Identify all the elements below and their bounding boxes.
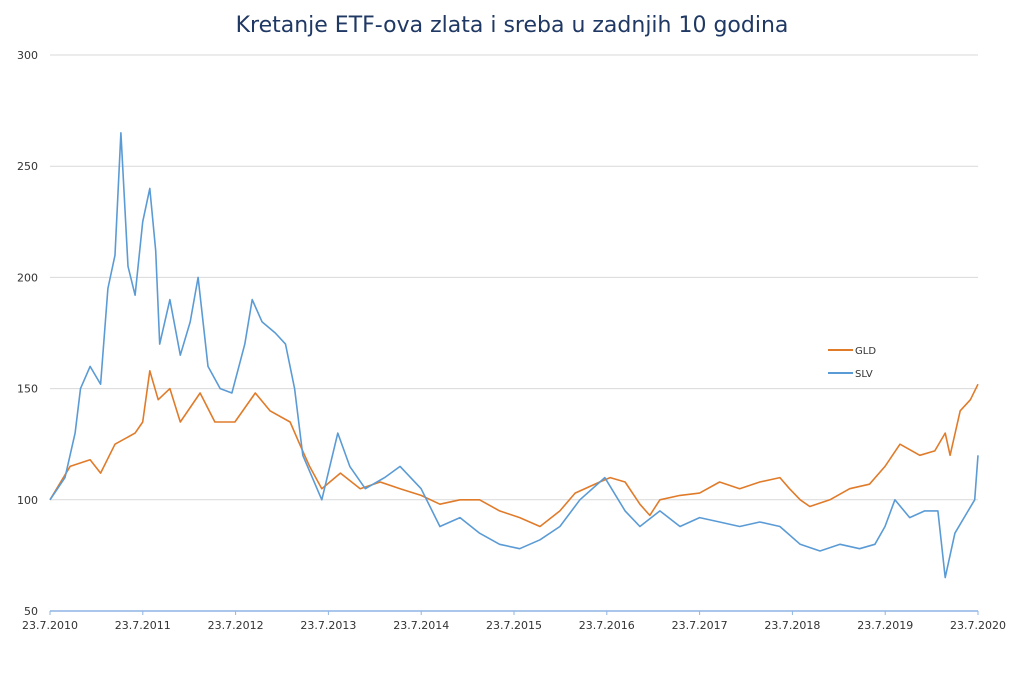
chart-title: Kretanje ETF-ova zlata i sreba u zadnjih… — [236, 13, 789, 38]
series-lines — [49, 132, 979, 579]
y-tick-label: 300 — [17, 49, 38, 62]
y-tick-label: 100 — [17, 494, 38, 507]
x-tick-label: 23.7.2018 — [764, 619, 820, 632]
y-tick-label: 250 — [17, 160, 38, 173]
legend-label-slv: SLV — [855, 369, 873, 380]
x-tick-label: 23.7.2014 — [393, 619, 449, 632]
y-tick-label: 200 — [17, 271, 38, 284]
x-tick-label: 23.7.2011 — [115, 619, 171, 632]
series-line-slv — [49, 132, 979, 579]
x-axis: 23.7.2010 23.7.2011 23.7.2012 23.7.2013 23.7… — [22, 611, 1006, 632]
x-tick-label: 23.7.2019 — [857, 619, 913, 632]
y-tick-label: 150 — [17, 383, 38, 396]
y-axis: 50 100 150 200 250 300 — [17, 49, 38, 618]
x-tick-label: 23.7.2010 — [22, 619, 78, 632]
x-tick-label: 23.7.2012 — [208, 619, 264, 632]
x-tick-label: 23.7.2020 — [950, 619, 1006, 632]
x-tick-label: 23.7.2015 — [486, 619, 542, 632]
series-line-gld — [49, 370, 979, 528]
legend: GLD SLV — [828, 346, 876, 380]
x-tick-label: 23.7.2017 — [672, 619, 728, 632]
x-tick-label: 23.7.2013 — [300, 619, 356, 632]
legend-label-gld: GLD — [855, 346, 876, 357]
gridlines — [50, 54, 978, 612]
y-tick-label: 50 — [24, 605, 38, 618]
x-tick-label: 23.7.2016 — [579, 619, 635, 632]
